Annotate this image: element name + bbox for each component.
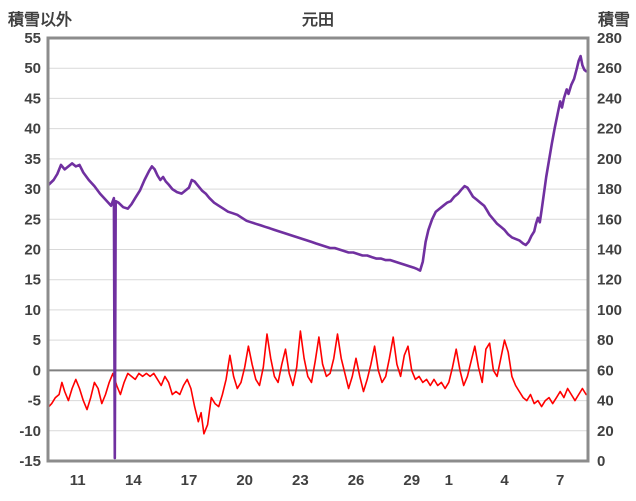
x-axis-tick-label: 14 bbox=[125, 472, 142, 489]
left-axis-tick-label: -15 bbox=[19, 453, 41, 470]
right-axis-tick-label: 0 bbox=[597, 453, 605, 470]
left-axis-title: 積雪以外 bbox=[8, 12, 73, 29]
x-axis-tick-label: 1 bbox=[445, 472, 453, 489]
right-axis-title: 積雪 bbox=[597, 12, 630, 29]
left-axis-tick-label: -10 bbox=[19, 423, 41, 440]
x-axis-tick-label: 17 bbox=[181, 472, 198, 489]
plot-frame bbox=[46, 36, 590, 463]
right-axis-tick-label: 200 bbox=[597, 151, 622, 168]
right-axis-tick-label: 60 bbox=[597, 362, 614, 379]
right-axis-tick-label: 80 bbox=[597, 332, 614, 349]
right-axis-tick-label: 100 bbox=[597, 302, 622, 319]
chart-title: 元田 bbox=[301, 12, 334, 29]
left-axis-tick-label: 5 bbox=[33, 332, 41, 349]
left-axis-tick-label: 40 bbox=[24, 121, 41, 138]
left-axis-tick-label: 35 bbox=[24, 151, 41, 168]
left-axis-tick-label: 15 bbox=[24, 272, 41, 289]
x-axis-tick-label: 7 bbox=[556, 472, 564, 489]
x-axis-tick-label: 20 bbox=[236, 472, 253, 489]
right-axis-tick-label: 20 bbox=[597, 423, 614, 440]
series-non-snow bbox=[48, 330, 587, 435]
series-snow-depth bbox=[47, 54, 588, 460]
left-axis-tick-label: 10 bbox=[24, 302, 41, 319]
right-axis-tick-label: 280 bbox=[597, 30, 622, 47]
right-axis-tick-label: 260 bbox=[597, 60, 622, 77]
x-axis-tick-label: 29 bbox=[403, 472, 420, 489]
right-axis-tick-label: 180 bbox=[597, 181, 622, 198]
right-axis-tick-label: 140 bbox=[597, 242, 622, 259]
left-axis-tick-label: 20 bbox=[24, 242, 41, 259]
left-axis-tick-label: 55 bbox=[24, 30, 41, 47]
x-axis-tick-label: 26 bbox=[348, 472, 365, 489]
x-axis-tick-label: 11 bbox=[70, 472, 86, 489]
right-axis-tick-label: 120 bbox=[597, 272, 622, 289]
right-axis-tick-label: 240 bbox=[597, 90, 622, 107]
x-axis-tick-label: 23 bbox=[292, 472, 309, 489]
x-axis-tick-label: 4 bbox=[500, 472, 509, 489]
left-axis-tick-label: 30 bbox=[24, 181, 41, 198]
right-axis-tick-label: 40 bbox=[597, 393, 614, 410]
right-axis-tick-label: 220 bbox=[597, 121, 622, 138]
left-axis-tick-label: 25 bbox=[24, 211, 41, 228]
left-axis-tick-label: 50 bbox=[24, 60, 41, 77]
right-axis-tick-label: 160 bbox=[597, 211, 622, 228]
left-axis-tick-label: 45 bbox=[24, 90, 41, 107]
left-axis-tick-label: -5 bbox=[28, 393, 41, 410]
left-axis-tick-label: 0 bbox=[33, 362, 41, 379]
